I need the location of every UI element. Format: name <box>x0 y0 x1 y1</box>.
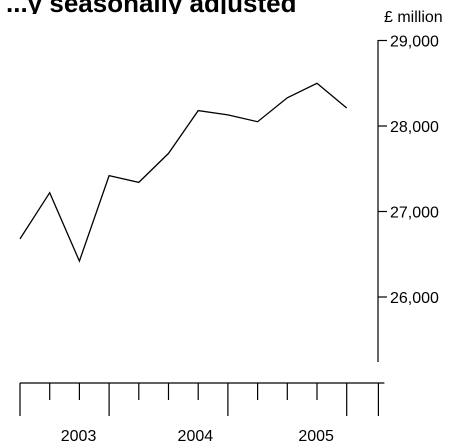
y-tick-label: 29,000 <box>390 34 439 51</box>
x-tick-label: 2004 <box>178 428 214 445</box>
y-tick-label: 28,000 <box>390 119 439 136</box>
y-tick-label: 26,000 <box>390 290 439 307</box>
x-tick-label: 2003 <box>61 428 97 445</box>
title-clip: ...y seasonally adjusted <box>0 0 468 14</box>
y-axis-unit-label: £ million <box>384 9 443 26</box>
series-line <box>19 82 348 263</box>
x-axis: 2003 2004 2005 <box>19 382 385 445</box>
y-axis: 26,000 27,000 28,000 29,000 <box>377 34 439 362</box>
chart-title: ...y seasonally adjusted <box>6 0 296 14</box>
y-tick-label: 27,000 <box>390 205 439 222</box>
plot-area <box>19 82 348 263</box>
x-tick-label: 2005 <box>298 428 334 445</box>
